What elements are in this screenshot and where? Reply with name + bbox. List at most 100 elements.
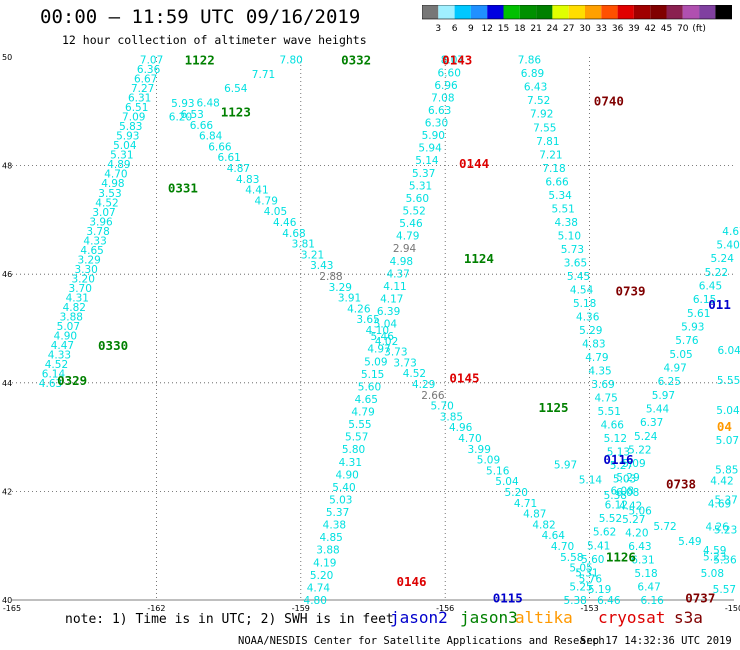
swh-value-label: 5.83	[119, 121, 142, 133]
swh-value-label: 4.79	[351, 407, 374, 419]
swh-value-label: 3.88	[316, 545, 339, 557]
swh-value-label: 7.09	[122, 112, 145, 124]
credit-line: NOAA/NESDIS Center for Satellite Applica…	[238, 635, 605, 647]
colorbar-swatch	[666, 5, 683, 19]
colorbar-label: 33	[596, 24, 607, 33]
swh-value-label: 5.08	[701, 568, 724, 580]
swh-value-label: 4.41	[245, 185, 268, 197]
pass-time-label: 1122	[185, 53, 215, 68]
swh-value-label: 5.12	[604, 433, 627, 445]
legend-jason2: jason2	[390, 608, 448, 627]
swh-value-label: 6.48	[196, 97, 219, 109]
swh-value-label: 4.80	[304, 595, 327, 607]
swh-value-label: 2.94	[393, 243, 417, 255]
swh-value-label: 4.66	[601, 419, 625, 431]
swh-value-label: 6.08	[611, 486, 634, 498]
colorbar-label: 45	[661, 24, 672, 33]
pass-time-label: 1125	[538, 400, 568, 415]
swh-value-label: 5.51	[598, 406, 621, 418]
swh-value-label: 6.08	[616, 487, 639, 499]
colorbar-swatch	[438, 5, 455, 19]
pass-time-label: 0740	[594, 93, 624, 108]
swh-value-label: 5.76	[579, 573, 603, 585]
swh-value-label: 5.73	[561, 244, 584, 256]
swh-value-label: 7.52	[527, 95, 550, 107]
swh-value-label: 5.55	[717, 375, 740, 387]
swh-value-label: 5.37	[326, 507, 349, 519]
swh-value-label: 6.43	[628, 541, 651, 553]
swh-value-label: 7.08	[431, 92, 454, 104]
swh-value-label: 6.36	[137, 64, 161, 76]
pass-time-label: 1123	[221, 104, 251, 119]
swh-value-label: 6.31	[128, 93, 151, 105]
swh-value-label: 5.70	[430, 401, 453, 413]
footnote: note: 1) Time is in UTC; 2) SWH is in fe…	[65, 612, 394, 627]
pass-time-label: 1126	[606, 550, 636, 565]
swh-value-label: 3.81	[292, 239, 315, 251]
swh-value-label: 4.33	[83, 235, 106, 247]
swh-value-label: 5.94	[418, 143, 442, 155]
swh-value-label: 4.98	[390, 256, 413, 268]
colorbar-swatch	[601, 5, 618, 19]
colorbar-swatch	[470, 5, 488, 19]
swh-value-label: 5.22	[628, 445, 651, 457]
swh-value-label: 3.73	[384, 347, 407, 359]
swh-value-label: 6.61	[217, 152, 240, 164]
swh-value-label: 4.11	[383, 281, 406, 293]
colorbar-label: 24	[547, 24, 559, 33]
swh-value-label: 4.20	[625, 527, 648, 539]
swh-value-label: 5.44	[646, 404, 670, 416]
swh-value-label: 3.20	[72, 273, 95, 285]
swh-value-label: 5.29	[616, 472, 639, 484]
swh-value-label: 3.53	[98, 188, 121, 200]
colorbar-swatch	[503, 5, 520, 19]
swh-value-label: 4.70	[104, 169, 127, 181]
swh-value-label: 4.79	[255, 195, 278, 207]
swh-value-label: 5.09	[364, 356, 387, 368]
swh-value-label: 5.41	[587, 540, 610, 552]
swh-value-label: 5.15	[361, 369, 384, 381]
swh-value-label: 3.85	[440, 411, 463, 423]
swh-value-label: 6.53	[180, 109, 203, 121]
pass-time-label: 0739	[615, 283, 645, 298]
swh-value-label: 4.90	[335, 469, 358, 481]
swh-value-label: 5.07	[57, 321, 80, 333]
swh-value-label: 5.22	[705, 267, 728, 279]
swh-value-label: 5.04	[716, 405, 740, 417]
swh-value-label: 4.38	[323, 520, 346, 532]
swh-value-label: 4.74	[307, 582, 331, 594]
lat-tick-label: 40	[2, 596, 12, 605]
swh-value-label: 5.16	[486, 465, 510, 477]
pass-time-label: 04	[717, 419, 732, 434]
swh-value-label: 5.46	[371, 331, 395, 343]
colorbar-label: 3	[435, 24, 441, 33]
swh-value-label: 4.31	[339, 457, 362, 469]
swh-value-label: 5.55	[348, 419, 371, 431]
colorbar-swatch	[633, 5, 651, 19]
colorbar-swatch	[682, 5, 700, 19]
swh-value-label: 5.38	[563, 595, 586, 607]
swh-value-label: 3.78	[86, 226, 109, 238]
swh-value-label: 6.12	[605, 499, 628, 511]
swh-value-label: 5.97	[554, 459, 577, 471]
swh-value-label: 5.80	[342, 444, 365, 456]
lon-tick-label: -159	[292, 604, 310, 613]
colorbar-label: 6	[452, 24, 458, 33]
colorbar-label: 30	[579, 24, 591, 33]
swh-value-label: 4.42	[619, 500, 642, 512]
swh-value-label: 5.04	[374, 319, 398, 331]
swh-value-label: 3.91	[338, 293, 361, 305]
swh-value-label: 5.03	[613, 473, 636, 485]
swh-value-label: 4.52	[403, 368, 426, 380]
swh-value-label: 6.89	[521, 68, 544, 80]
swh-value-label: 4.29	[412, 379, 435, 391]
swh-value-label: 5.85	[715, 465, 738, 477]
swh-value-label: 6.51	[125, 102, 148, 114]
swh-value-label: 7.27	[131, 83, 154, 95]
lat-tick-label: 48	[2, 162, 12, 171]
swh-value-label: 6.60	[438, 67, 461, 79]
swh-value-label: 5.19	[588, 584, 611, 596]
swh-value-label: 5.25	[569, 581, 592, 593]
swh-value-label: 6.43	[524, 82, 547, 94]
swh-value-label: 5.93	[681, 321, 704, 333]
